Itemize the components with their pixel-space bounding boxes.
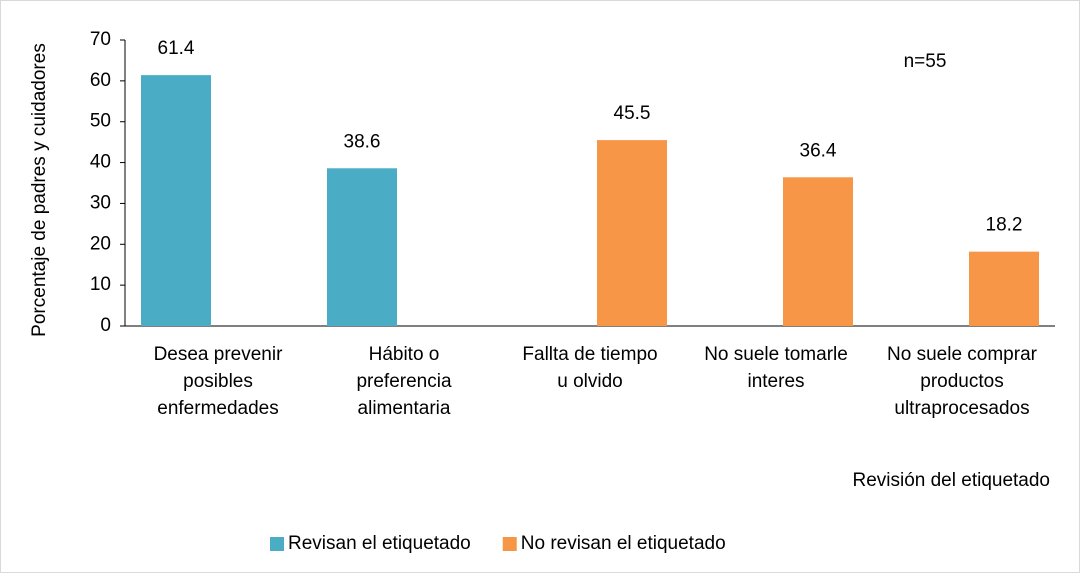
data-label: 38.6 <box>344 131 381 152</box>
legend-label: Revisan el etiquetado <box>288 533 471 554</box>
bar <box>597 140 667 326</box>
data-label: 61.4 <box>158 38 195 59</box>
bar <box>141 75 211 326</box>
y-tick-label: 60 <box>90 70 111 91</box>
x-tick-label: No suele comprar productos ultraprocesados <box>887 344 1038 419</box>
bar <box>327 168 397 326</box>
annotation: n=55 <box>904 51 947 72</box>
y-tick-label: 0 <box>100 315 111 336</box>
y-tick-label: 20 <box>90 233 111 254</box>
x-axis-label: Revisión del etiquetado <box>852 470 1050 491</box>
legend-swatch <box>502 537 517 551</box>
y-tick-label: 10 <box>90 274 111 295</box>
y-tick-label: 40 <box>90 152 111 173</box>
y-tick-label: 70 <box>90 29 111 50</box>
legend-label: No revisan el etiquetado <box>521 533 726 554</box>
legend-swatch <box>270 537 284 551</box>
bar <box>783 177 853 326</box>
y-tick-label: 50 <box>90 111 111 132</box>
data-label: 36.4 <box>800 140 837 161</box>
x-tick-label: Desea prevenir posibles enfermedades <box>154 344 284 419</box>
bar <box>969 251 1039 326</box>
data-label: 18.2 <box>986 215 1023 236</box>
y-tick-label: 30 <box>90 192 111 213</box>
x-tick-label: Hábito o preferencia alimentaria <box>356 344 451 419</box>
y-axis-label: Porcentaje de padres y cuidadores <box>29 43 50 337</box>
data-label: 45.5 <box>614 103 651 124</box>
x-tick-label: Fallta de tiempo u olvido <box>522 344 657 392</box>
x-tick-label: No suele tomarle interes <box>704 344 848 392</box>
